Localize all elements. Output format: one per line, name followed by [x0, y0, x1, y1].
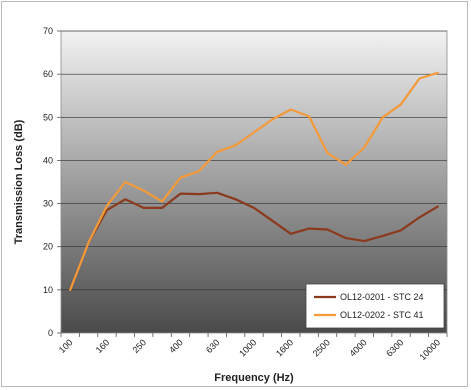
x-tick-label: 2500	[311, 337, 332, 358]
x-tick-label: 1000	[237, 337, 258, 358]
x-tick-label: 1600	[274, 337, 295, 358]
y-axis-label: Transmission Loss (dB)	[13, 119, 25, 244]
legend: OL12-0201 - STC 24 OL12-0202 - STC 41	[305, 283, 445, 329]
x-tick-label: 160	[94, 337, 112, 355]
y-axis-ticks: 0 10 20 30 40 50 60 70	[43, 26, 61, 338]
y-tick-label: 70	[43, 26, 53, 36]
series-lines	[69, 71, 439, 291]
x-tick-label: 4000	[347, 337, 368, 358]
x-axis-label: Frequency (Hz)	[214, 372, 294, 384]
x-axis-ticks: 100 160 250 400 630 1000 1600 2500 4000 6300 10000	[57, 333, 448, 362]
series-line-2	[69, 71, 439, 291]
legend-label: OL12-0202 - STC 41	[340, 310, 424, 320]
legend-label: OL12-0201 - STC 24	[340, 292, 424, 302]
y-tick-label: 50	[43, 112, 53, 122]
y-tick-label: 60	[43, 69, 53, 79]
y-tick-label: 0	[48, 328, 53, 338]
y-tick-label: 40	[43, 155, 53, 165]
y-tick-label: 10	[43, 285, 53, 295]
x-tick-label: 10000	[417, 337, 442, 362]
x-tick-label: 250	[130, 337, 148, 355]
legend-box	[305, 283, 445, 329]
y-tick-label: 20	[43, 242, 53, 252]
series-line-1	[69, 191, 439, 291]
x-tick-label: 100	[57, 337, 75, 355]
x-tick-label: 6300	[384, 337, 405, 358]
x-tick-label: 400	[167, 337, 185, 355]
x-tick-label: 630	[204, 337, 222, 355]
y-tick-label: 30	[43, 199, 53, 209]
